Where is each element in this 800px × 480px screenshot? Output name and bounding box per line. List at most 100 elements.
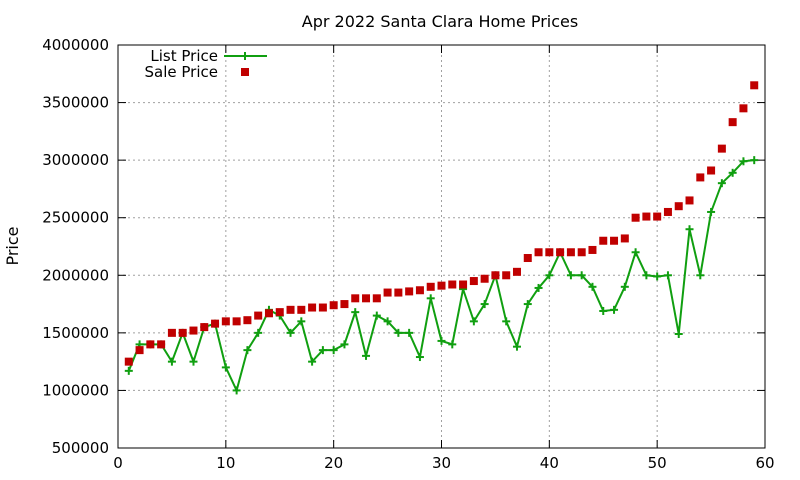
list-price-point <box>426 294 435 303</box>
sale-price-point <box>275 308 284 317</box>
sale-price-point <box>750 81 759 90</box>
list-price-point <box>717 179 726 188</box>
list-price-point <box>221 363 230 372</box>
list-price-point <box>254 328 263 337</box>
list-price-point <box>663 271 672 280</box>
sale-price-point <box>696 173 705 182</box>
list-price-point <box>308 357 317 366</box>
list-price-point <box>728 168 737 177</box>
sale-price-point <box>437 281 446 290</box>
sale-price-point <box>167 328 176 337</box>
sale-price-point <box>512 267 521 276</box>
sale-price-point <box>577 248 586 257</box>
list-price-point <box>523 300 532 309</box>
list-price-point <box>286 328 295 337</box>
plot-frame <box>117 44 766 449</box>
list-price-point <box>610 305 619 314</box>
sale-price-point <box>717 144 726 153</box>
sale-price-point <box>556 248 565 257</box>
list-price-point <box>437 336 446 345</box>
list-price-point <box>534 283 543 292</box>
y-tick-label: 2500000 <box>42 209 109 227</box>
sale-price-point <box>653 212 662 221</box>
legend-marker-list-price <box>241 52 249 60</box>
list-price-point <box>674 330 683 339</box>
sale-price-point <box>318 303 327 312</box>
sale-price-point <box>254 311 263 320</box>
list-price-point <box>642 271 651 280</box>
sale-price-point <box>211 319 220 328</box>
chart-title: Apr 2022 Santa Clara Home Prices <box>302 12 578 31</box>
sale-price-point <box>405 287 414 296</box>
sale-price-point <box>599 236 608 245</box>
series-layer <box>124 81 759 395</box>
list-price-point <box>577 271 586 280</box>
list-price-point <box>243 346 252 355</box>
sale-price-point <box>383 288 392 297</box>
list-price-point <box>189 357 198 366</box>
legend-label-sale-price: Sale Price <box>145 63 218 81</box>
sale-price-point <box>588 245 597 254</box>
y-tick-label: 4000000 <box>42 36 109 54</box>
y-axis-ticks: 500000 1000000 1500000 2000000 2500000 300000… <box>42 36 765 457</box>
sale-price-point <box>707 166 716 175</box>
sale-price-point <box>340 300 349 309</box>
sale-price-point <box>157 340 166 349</box>
x-tick-label: 40 <box>540 454 559 472</box>
list-price-point <box>405 328 414 337</box>
y-tick-label: 2000000 <box>42 266 109 284</box>
x-tick-label: 50 <box>648 454 667 472</box>
y-tick-label: 3000000 <box>42 151 109 169</box>
list-price-point <box>124 366 133 375</box>
list-price-point <box>653 272 662 281</box>
sale-price-point <box>372 294 381 303</box>
list-price-point <box>318 346 327 355</box>
sale-price-point <box>426 282 435 291</box>
list-price-point <box>707 207 716 216</box>
sale-price-point <box>124 357 133 366</box>
sale-price-point <box>469 277 478 286</box>
x-tick-label: 20 <box>324 454 343 472</box>
list-price-point <box>545 271 554 280</box>
sale-price-point <box>178 328 187 337</box>
sale-price-point <box>739 104 748 113</box>
list-price-point <box>232 386 241 395</box>
sale-price-point <box>243 316 252 325</box>
sale-price-point <box>631 213 640 222</box>
sale-price-point <box>221 317 230 326</box>
sale-price-point <box>620 234 629 243</box>
list-price-point <box>340 340 349 349</box>
y-tick-label: 1000000 <box>42 381 109 399</box>
list-price-point <box>167 357 176 366</box>
list-price-point <box>566 271 575 280</box>
list-price-point <box>631 248 640 257</box>
sale-price-point <box>534 248 543 257</box>
grid-lines <box>118 45 765 448</box>
sale-price-point <box>459 280 468 289</box>
sale-price-point <box>674 202 683 211</box>
sale-price-point <box>480 274 489 283</box>
list-price-point <box>297 317 306 326</box>
sale-price-point <box>264 309 273 318</box>
sale-price-point <box>610 236 619 245</box>
sale-price-point <box>685 196 694 205</box>
y-tick-label: 500000 <box>52 439 109 457</box>
y-tick-label: 3500000 <box>42 94 109 112</box>
sale-price-point <box>351 294 360 303</box>
sale-price-point <box>415 286 424 295</box>
sale-price-point <box>523 254 532 263</box>
sale-price-point <box>663 207 672 216</box>
list-price-point <box>448 340 457 349</box>
sale-price-point <box>394 288 403 297</box>
x-axis-ticks: 0 10 20 30 40 50 60 <box>113 45 775 472</box>
list-price-point <box>480 300 489 309</box>
list-price-point <box>750 156 759 165</box>
sale-price-point <box>308 303 317 312</box>
list-price-point <box>512 342 521 351</box>
sale-price-point <box>448 280 457 289</box>
x-tick-label: 0 <box>113 454 123 472</box>
sale-price-point <box>297 305 306 314</box>
